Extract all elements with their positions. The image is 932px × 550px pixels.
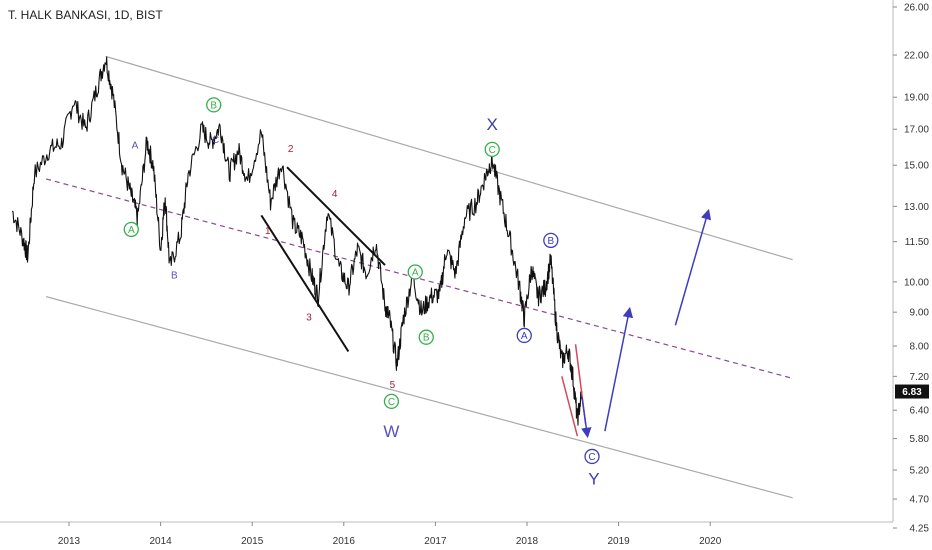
y-tick-label: 19.00 — [904, 93, 929, 104]
wave-label: Y — [588, 469, 599, 488]
wave-label-circle — [418, 329, 434, 345]
y-tick-label: 5.80 — [910, 434, 930, 445]
projection-arrow-2 — [581, 396, 592, 439]
wave-label-circle — [584, 448, 600, 465]
y-tick-label: 6.40 — [910, 406, 930, 417]
wave-label: X — [487, 115, 498, 134]
wave-label: 4 — [332, 189, 338, 200]
y-tick-label: 15.00 — [904, 161, 929, 172]
wave-label: B — [547, 236, 554, 247]
y-tick-label: 4.70 — [910, 495, 930, 506]
red-wedge-line-0 — [561, 376, 579, 437]
y-tick-label: 5.20 — [910, 465, 930, 476]
wave-label: A — [521, 331, 528, 342]
x-tick-label: 2015 — [241, 536, 264, 547]
x-tick-label: 2014 — [149, 536, 172, 547]
y-tick-label: 9.00 — [910, 308, 930, 319]
x-tick-label: 2020 — [699, 536, 722, 547]
wave-label: B — [210, 100, 217, 111]
wave-label: A — [132, 140, 139, 151]
channel-line-median — [45, 178, 793, 379]
wave-label-circle — [206, 97, 222, 113]
y-tick-label: 4.25 — [910, 524, 930, 535]
x-tick-label: 2016 — [333, 536, 356, 547]
wave-label-circle — [516, 327, 532, 344]
wave-label: C — [388, 397, 395, 408]
x-tick-label: 2019 — [607, 536, 630, 547]
wave-label: C — [588, 452, 595, 463]
wave-label: A — [412, 267, 419, 278]
y-tick-label: 22.00 — [904, 51, 929, 62]
wave-label-circle — [484, 141, 500, 158]
x-tick-label: 2018 — [516, 536, 539, 547]
wedge-line-1 — [260, 214, 350, 353]
wave-label: W — [383, 422, 399, 441]
y-tick-label: 10.00 — [904, 277, 929, 288]
channel-line-lower — [45, 296, 793, 499]
price-series-line — [11, 56, 583, 426]
wedge-line-0 — [286, 166, 386, 266]
chart-title: T. HALK BANKASI, 1D, BIST — [8, 8, 163, 22]
wave-label: C — [489, 145, 496, 156]
wave-label: B — [423, 333, 430, 344]
wave-label-circle — [543, 232, 559, 249]
wave-label: 3 — [306, 313, 312, 324]
wave-label: 2 — [288, 144, 294, 155]
x-tick-label: 2013 — [58, 536, 81, 547]
wave-label: A — [128, 225, 135, 236]
y-tick-label: 17.00 — [904, 125, 929, 136]
last-price-label: 6.83 — [902, 387, 922, 398]
channel-line-upper — [105, 55, 793, 261]
y-tick-label: 7.20 — [910, 372, 930, 383]
projection-arrow-0 — [604, 306, 634, 432]
x-tick-label: 2017 — [424, 536, 447, 547]
projection-arrow-1 — [674, 208, 712, 326]
y-tick-label: 8.00 — [910, 342, 930, 353]
wave-label: 1 — [265, 226, 271, 237]
y-tick-label: 13.00 — [904, 202, 929, 213]
wave-label: 5 — [390, 380, 396, 391]
last-price-badge — [895, 384, 929, 399]
wave-label-circle — [383, 393, 400, 410]
wave-label: B — [171, 270, 178, 281]
y-tick-label: 11.50 — [905, 237, 930, 248]
wave-label-circle — [407, 264, 423, 280]
wave-label-circle — [123, 221, 139, 238]
y-tick-label: 26.00 — [904, 3, 929, 14]
wave-label: C — [212, 135, 219, 146]
